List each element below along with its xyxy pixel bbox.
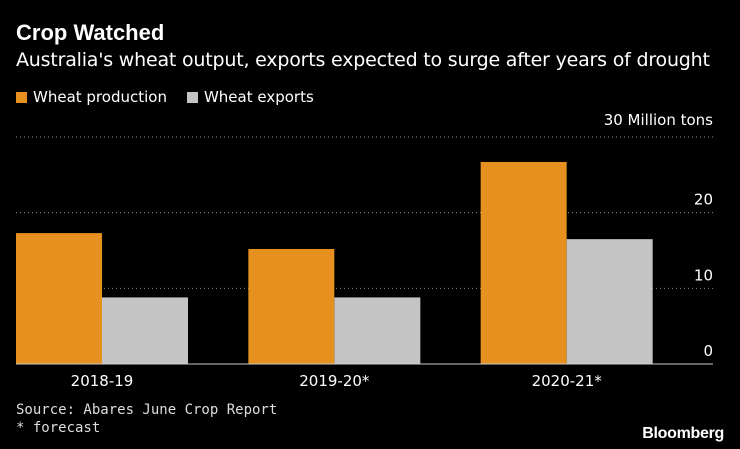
y-tick-label: 0: [703, 342, 713, 360]
x-tick-label: 2018-19: [71, 372, 134, 390]
bar-exports: [566, 239, 653, 364]
legend-swatch-production: [16, 91, 27, 103]
bar-exports: [102, 297, 188, 364]
legend-label-exports: Wheat exports: [203, 88, 314, 106]
y-tick-label: 10: [694, 266, 713, 284]
bar-production: [16, 233, 102, 364]
chart-title: Crop Watched: [16, 20, 165, 45]
source-note: Source: Abares June Crop Report: [16, 402, 278, 418]
bar-production: [248, 248, 335, 364]
y-tick-label: 20: [694, 191, 713, 209]
x-tick-label: 2020-21*: [532, 372, 603, 390]
forecast-note: * forecast: [16, 420, 101, 436]
bar-production: [480, 161, 567, 364]
bar-exports: [334, 297, 421, 364]
chart-subtitle: Australia's wheat output, exports expect…: [16, 49, 710, 71]
legend-item-production: Wheat production: [16, 88, 167, 106]
bloomberg-logo: Bloomberg: [642, 425, 724, 442]
x-tick-label: 2019-20*: [299, 372, 370, 390]
legend-label-production: Wheat production: [33, 88, 167, 106]
y-axis-label: 30 Million tons: [604, 111, 713, 129]
legend: Wheat production Wheat exports: [16, 88, 314, 106]
legend-swatch-exports: [186, 91, 198, 103]
legend-item-exports: Wheat exports: [186, 88, 314, 106]
